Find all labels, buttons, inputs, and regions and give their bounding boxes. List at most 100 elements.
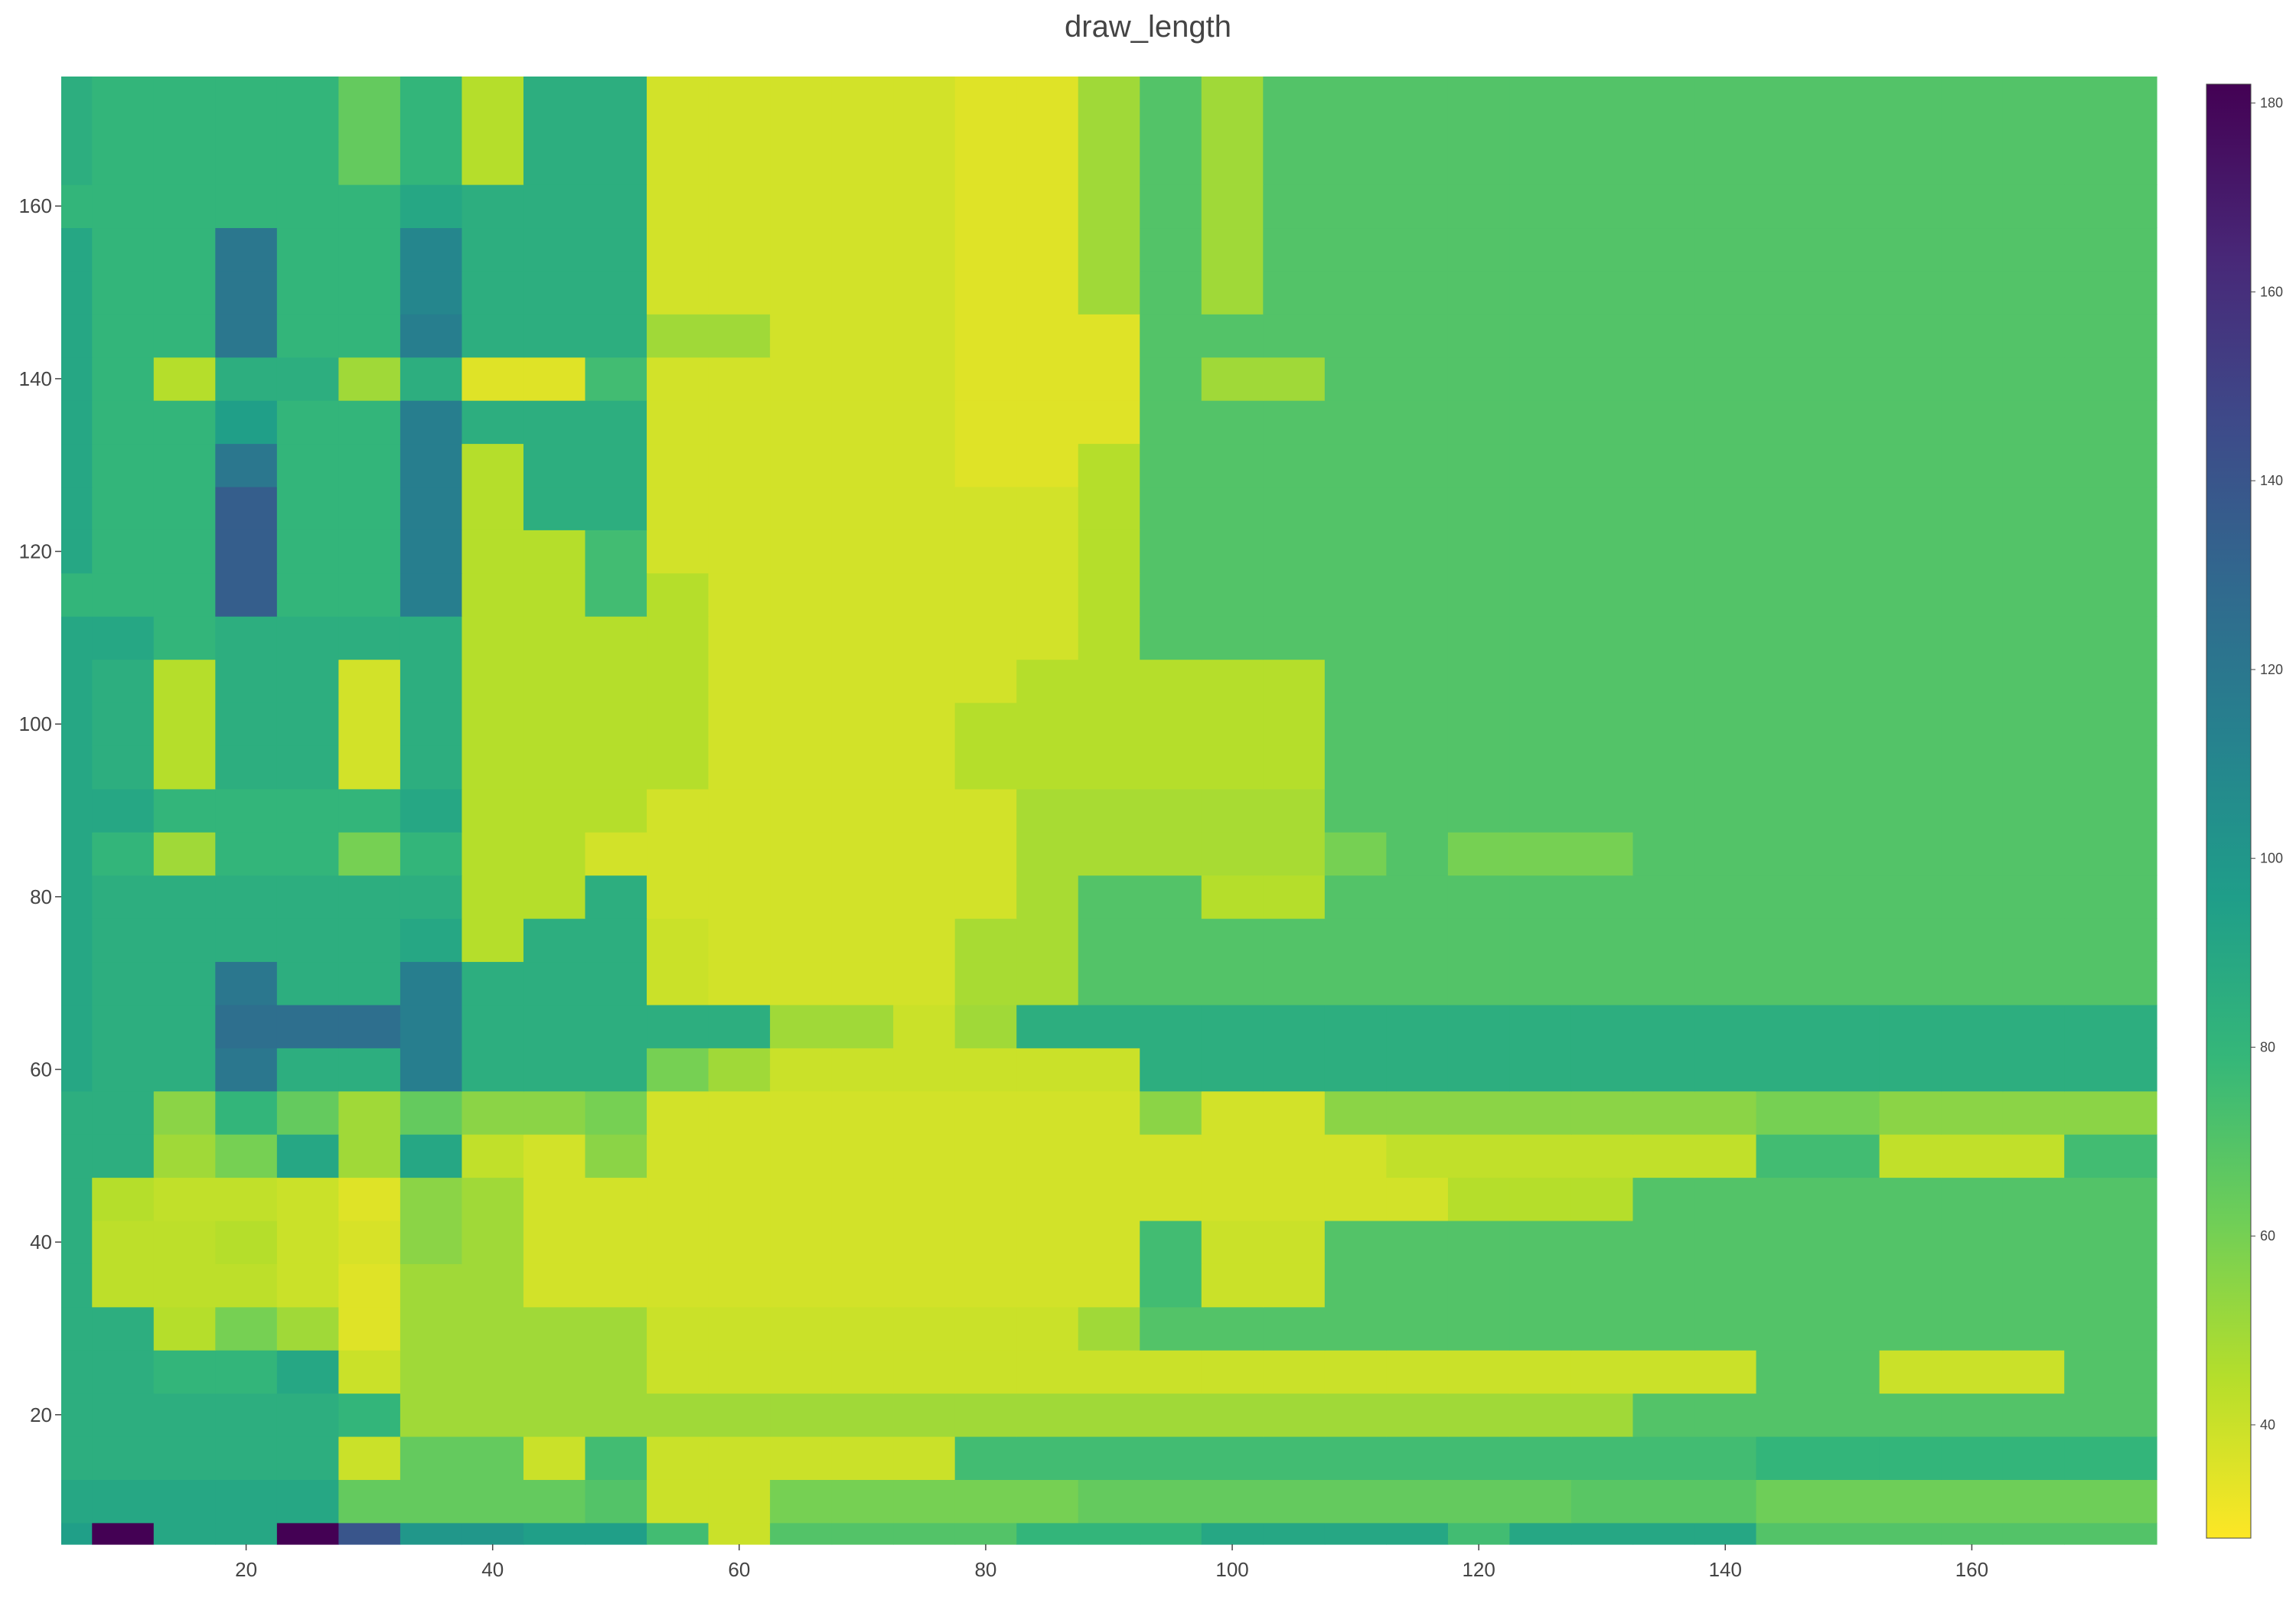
heatmap-cell (2064, 616, 2157, 660)
heatmap-cell (708, 530, 771, 574)
heatmap-cell (831, 1048, 894, 1092)
heatmap-cell (1879, 1350, 1942, 1394)
heatmap-cell (831, 1220, 894, 1264)
heatmap-cell (1756, 184, 1818, 229)
heatmap-cell (2002, 745, 2065, 790)
heatmap-cell (1263, 1220, 1326, 1264)
heatmap-cell (461, 314, 524, 358)
heatmap-cell (1324, 1048, 1387, 1092)
heatmap-cell (92, 1393, 155, 1437)
heatmap-cell (215, 1306, 278, 1351)
heatmap-cell (1570, 1479, 1634, 1524)
heatmap-cell (2064, 400, 2157, 445)
heatmap-cell (831, 1177, 894, 1221)
heatmap-cell (2002, 141, 2065, 185)
heatmap-cell (831, 1522, 894, 1545)
heatmap-cell (585, 314, 647, 358)
heatmap-cell (893, 616, 956, 660)
heatmap-cell (1756, 832, 1818, 876)
heatmap-cell (215, 832, 278, 876)
heatmap-cell (461, 745, 524, 790)
heatmap-cell (1570, 1436, 1634, 1480)
heatmap-cell (1078, 875, 1140, 919)
heatmap-cell (400, 1220, 463, 1264)
heatmap-cell (461, 443, 524, 487)
heatmap-cell (2064, 270, 2157, 315)
heatmap-cell (1263, 788, 1326, 833)
heatmap-cell (215, 357, 278, 401)
heatmap-cell (2002, 659, 2065, 703)
heatmap-cell (708, 184, 771, 229)
heatmap-cell (1632, 1522, 1695, 1545)
heatmap-cell (1140, 227, 1202, 272)
heatmap-cell (1632, 1048, 1695, 1092)
heatmap-cell (61, 77, 93, 142)
heatmap-cell (523, 1004, 586, 1048)
heatmap-cell (338, 832, 401, 876)
heatmap-cell (276, 1522, 339, 1545)
heatmap-cell (215, 270, 278, 315)
heatmap-cell (461, 400, 524, 445)
heatmap-cell (1818, 1479, 1880, 1524)
heatmap-cell (1941, 530, 2004, 574)
heatmap-cell (831, 616, 894, 660)
heatmap-cell (1016, 486, 1079, 530)
heatmap-cell (708, 357, 771, 401)
heatmap-cell (1078, 530, 1140, 574)
heatmap-cell (1386, 443, 1449, 487)
heatmap-cell (400, 314, 463, 358)
heatmap-cell (1140, 1522, 1202, 1545)
heatmap-cell (954, 1522, 1017, 1545)
heatmap-cell (1201, 1350, 1264, 1394)
heatmap-cell (954, 572, 1017, 617)
heatmap-cell (523, 616, 586, 660)
heatmap-cell (647, 875, 709, 919)
chart-title: draw_length (1065, 10, 1231, 44)
heatmap-cell (1078, 1004, 1140, 1048)
heatmap-cell (276, 702, 339, 746)
heatmap-cell (1632, 1479, 1695, 1524)
heatmap-cell (1632, 702, 1695, 746)
heatmap-cell (1570, 1090, 1634, 1135)
heatmap-cell (770, 270, 833, 315)
heatmap-cell (461, 77, 524, 142)
y-tick-label: 140 (19, 367, 52, 390)
heatmap-cell (1140, 1004, 1202, 1048)
heatmap-cell (954, 832, 1017, 876)
heatmap-cell (523, 443, 586, 487)
heatmap-cell (1756, 400, 1818, 445)
heatmap-cell (338, 141, 401, 185)
heatmap-cell (1078, 918, 1140, 963)
heatmap-cell (1324, 141, 1387, 185)
heatmap-cell (1016, 443, 1079, 487)
heatmap-cell (585, 270, 647, 315)
heatmap-cell (1570, 918, 1634, 963)
heatmap-cell (461, 357, 524, 401)
heatmap-cell (215, 184, 278, 229)
heatmap-cell (338, 1220, 401, 1264)
heatmap-cell (1879, 400, 1942, 445)
heatmap-cell (708, 141, 771, 185)
heatmap-cell (1447, 616, 1511, 660)
heatmap-cell (647, 572, 709, 617)
x-tick-label: 40 (481, 1558, 504, 1581)
heatmap-cell (92, 918, 155, 963)
heatmap-cell (770, 1220, 833, 1264)
heatmap-cell (1818, 1350, 1880, 1394)
heatmap-cell (338, 1350, 401, 1394)
heatmap-cell (1509, 357, 1572, 401)
heatmap-cell (954, 141, 1017, 185)
heatmap-cell (461, 1350, 524, 1394)
heatmap-cell (1263, 184, 1326, 229)
heatmap-cell (1756, 270, 1818, 315)
heatmap-cell (1632, 1177, 1695, 1221)
heatmap-cell (1201, 832, 1264, 876)
heatmap-cell (1078, 1090, 1140, 1135)
heatmap-cell (893, 659, 956, 703)
heatmap-cell (1324, 832, 1387, 876)
heatmap-cell (1570, 788, 1634, 833)
heatmap-cell (954, 270, 1017, 315)
heatmap-cell (1016, 572, 1079, 617)
heatmap-cell (1632, 314, 1695, 358)
heatmap-cell (338, 616, 401, 660)
